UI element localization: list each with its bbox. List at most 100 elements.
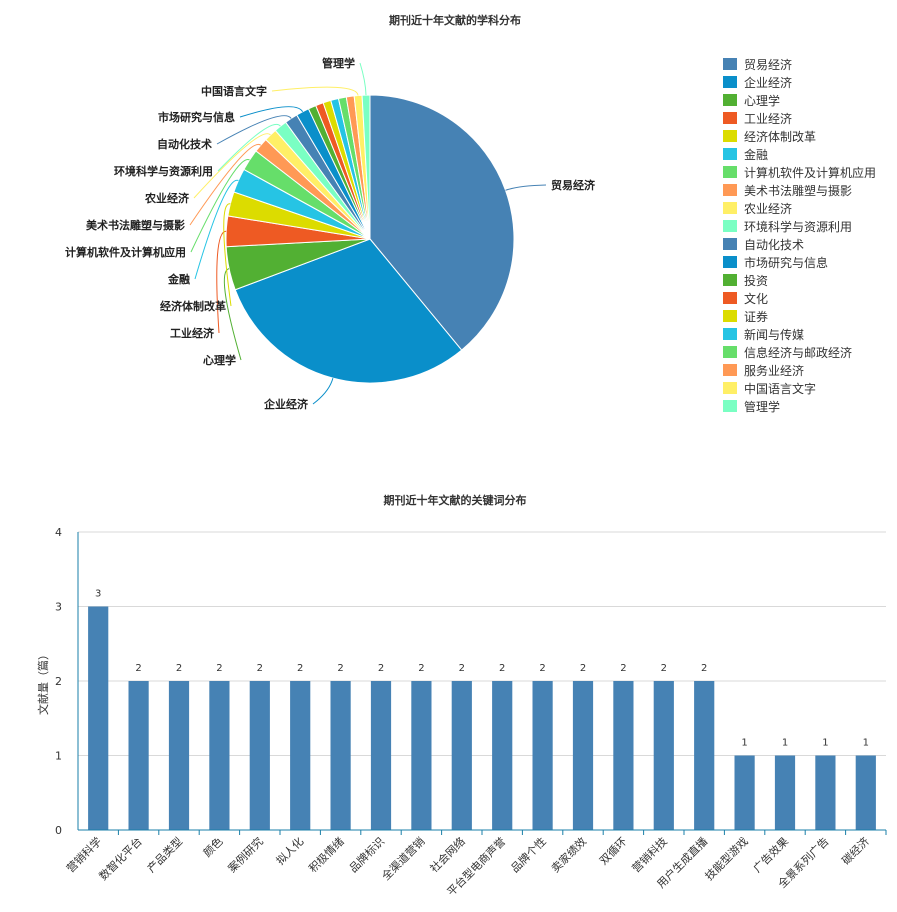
bar-10[interactable] [451,681,472,830]
pie-slices [225,94,515,384]
x-tick-label-14: 双循环 [597,835,630,868]
legend-swatch-4[interactable] [723,112,737,124]
pie-chart-title: 期刊近十年文献的学科分布 [389,13,521,27]
pie-callout-line-13 [271,86,359,96]
bar-value-label-3: 2 [176,663,182,674]
x-tick-label-1: 营销科学 [63,834,104,875]
bar-gridlines [78,531,886,756]
legend-swatch-6[interactable] [723,148,737,160]
bar-data-labels: 3 2 2 2 2 2 2 2 2 2 2 2 2 2 2 2 1 1 1 1 [95,589,869,749]
legend-swatch-16[interactable] [723,328,737,340]
bar-18[interactable] [774,755,796,831]
y-tick-label-2: 1 [55,750,62,763]
legend-swatch-12[interactable] [723,256,737,268]
legend-label-3[interactable]: 心理学 [744,93,780,108]
bar-chart-title: 期刊近十年文献的关键词分布 [384,493,527,507]
legend-swatch-14[interactable] [723,292,737,304]
pie-chart: 期刊近十年文献的学科分布 贸易经济企业经济心理学工业经济经济体制改革金融计算机软… [65,13,876,414]
legend-label-15[interactable]: 证券 [744,309,768,324]
bar-20[interactable] [855,755,876,831]
bar-value-label-11: 2 [499,663,505,674]
bar-4[interactable] [209,681,230,830]
legend-swatch-1[interactable] [723,58,737,70]
legend-swatch-18[interactable] [723,364,737,376]
legend-swatch-9[interactable] [723,202,737,214]
bar-9[interactable] [411,681,432,830]
legend-swatch-7[interactable] [723,166,737,178]
y-tick-label-1: 0 [55,824,62,837]
legend-swatch-11[interactable] [723,238,737,250]
legend-swatch-3[interactable] [723,94,737,106]
bar-12[interactable] [532,681,553,830]
legend-label-14[interactable]: 文化 [744,291,768,306]
bar-8[interactable] [370,681,392,830]
legend-label-17[interactable]: 信息经济与邮政经济 [744,345,852,360]
y-axis-title: 文献量（篇） [36,649,50,715]
x-tick-label-10: 社会网络 [427,834,468,875]
legend-label-5[interactable]: 经济体制改革 [744,129,816,144]
x-tick-label-13: 卖家绩效 [548,834,589,875]
legend-label-10[interactable]: 环境科学与资源利用 [744,219,852,234]
legend-swatch-10[interactable] [723,220,737,232]
x-tick-label-2: 数智化平台 [96,834,145,883]
legend-label-8[interactable]: 美术书法雕塑与摄影 [744,183,852,198]
x-tick-label-17: 技能型游戏 [702,834,751,883]
bar-value-label-1: 3 [95,589,101,600]
bar-13[interactable] [572,681,594,830]
pie-callout-line-14 [359,62,367,96]
legend-swatch-17[interactable] [723,346,737,358]
legend-label-18[interactable]: 服务业经济 [744,363,804,378]
bar-1[interactable] [88,606,109,831]
bar-7[interactable] [330,681,351,830]
legend-swatch-8[interactable] [723,184,737,196]
pie-callout-label-9: 农业经济 [144,191,190,205]
bar-15[interactable] [653,681,674,830]
legend-swatch-19[interactable] [723,382,737,394]
bar-value-label-6: 2 [297,663,303,674]
pie-callout-label-13: 中国语言文字 [201,84,267,98]
pie-callout-label-6: 金融 [167,272,190,286]
bar-3[interactable] [168,681,190,830]
x-tick-label-7: 积极情绪 [306,834,347,875]
x-tick-label-12: 品牌个性 [508,834,549,875]
legend-label-6[interactable]: 金融 [744,147,768,162]
bar-19[interactable] [815,755,836,831]
legend-label-19[interactable]: 中国语言文字 [744,381,816,396]
y-axis-ticks: 0 1 2 3 4 [55,526,62,837]
pie-callout-line-6 [194,179,239,280]
legend-label-13[interactable]: 投资 [744,273,768,288]
legend-label-7[interactable]: 计算机软件及计算机应用 [744,165,876,180]
bar-17[interactable] [734,755,755,831]
pie-callout-line-1 [505,184,547,191]
bar-2[interactable] [128,681,149,830]
legend-label-9[interactable]: 农业经济 [744,201,792,216]
bar-value-label-10: 2 [459,663,465,674]
legend-label-4[interactable]: 工业经济 [744,111,792,126]
legend-label-11[interactable]: 自动化技术 [744,238,804,252]
bar-11[interactable] [492,681,513,830]
legend-swatch-20[interactable] [723,400,737,412]
legend-swatch-13[interactable] [723,274,737,286]
legend-label-2[interactable]: 企业经济 [744,75,792,90]
bar-6[interactable] [290,681,311,830]
bar-16[interactable] [694,681,715,830]
bar-value-label-15: 2 [661,663,667,674]
bar-value-label-9: 2 [418,663,424,674]
bar-value-label-8: 2 [378,663,384,674]
legend-swatch-5[interactable] [723,130,737,142]
legend-label-1[interactable]: 贸易经济 [744,57,792,72]
bar-14[interactable] [613,681,634,830]
pie-callout-label-12: 市场研究与信息 [158,110,235,124]
legend-swatch-2[interactable] [723,76,737,88]
pie-callout-line-12 [239,106,304,118]
x-tick-label-8: 品牌标识 [346,834,387,875]
legend-label-16[interactable]: 新闻与传媒 [744,327,804,342]
legend-label-12[interactable]: 市场研究与信息 [744,255,828,270]
pie-callout-label-2: 企业经济 [263,397,309,411]
bar-5[interactable] [249,681,270,830]
legend-swatch-15[interactable] [723,310,737,322]
pie-callout-label-5: 经济体制改革 [160,299,226,313]
legend-label-20[interactable]: 管理学 [744,399,780,414]
